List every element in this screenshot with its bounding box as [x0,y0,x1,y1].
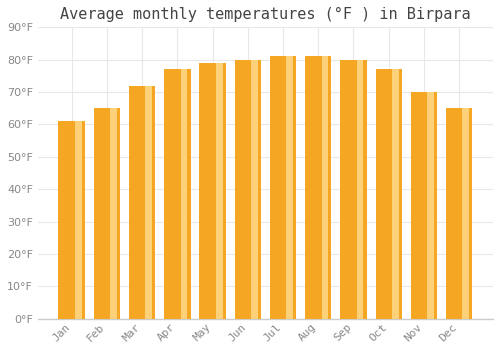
Bar [251,60,258,319]
Bar [146,86,152,319]
Bar [322,56,328,319]
Bar [234,60,261,319]
Bar [75,121,82,319]
Bar [305,56,332,319]
Bar [270,56,296,319]
Bar [200,63,226,319]
Bar [180,69,188,319]
Bar [164,69,190,319]
Bar [286,56,293,319]
Bar [410,92,437,319]
Bar [340,60,366,319]
Bar [446,108,472,319]
Bar [462,108,469,319]
Bar [94,108,120,319]
Bar [392,69,398,319]
Bar [376,69,402,319]
Bar [58,121,85,319]
Bar [216,63,222,319]
Bar [427,92,434,319]
Title: Average monthly temperatures (°F ) in Birpara: Average monthly temperatures (°F ) in Bi… [60,7,470,22]
Bar [357,60,364,319]
Bar [110,108,117,319]
Bar [129,86,156,319]
